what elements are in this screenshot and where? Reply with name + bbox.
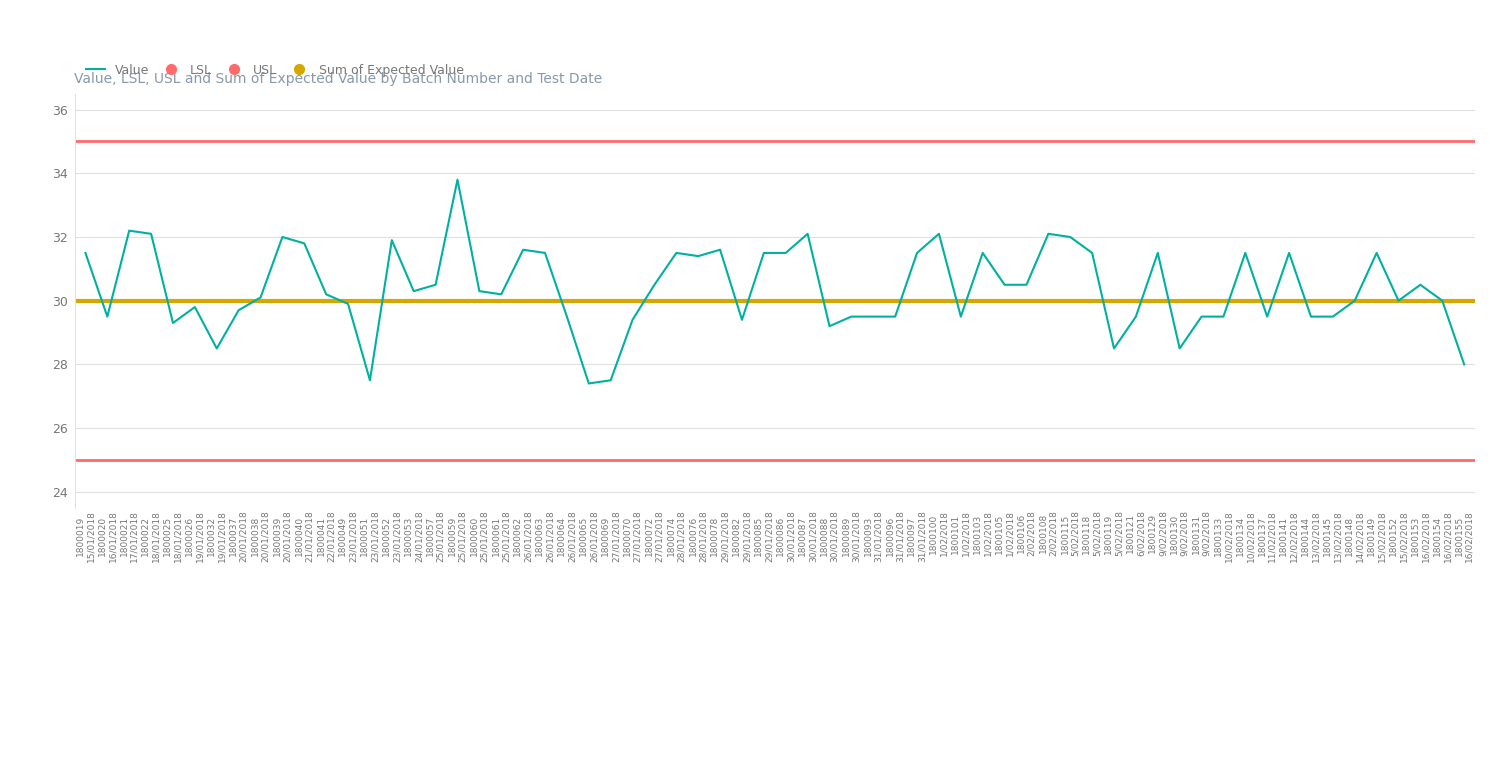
Legend: Value, LSL, USL, Sum of Expected Value: Value, LSL, USL, Sum of Expected Value	[80, 59, 469, 81]
Text: Value, LSL, USL and Sum of Expected Value by Batch Number and Test Date: Value, LSL, USL and Sum of Expected Valu…	[74, 72, 603, 86]
